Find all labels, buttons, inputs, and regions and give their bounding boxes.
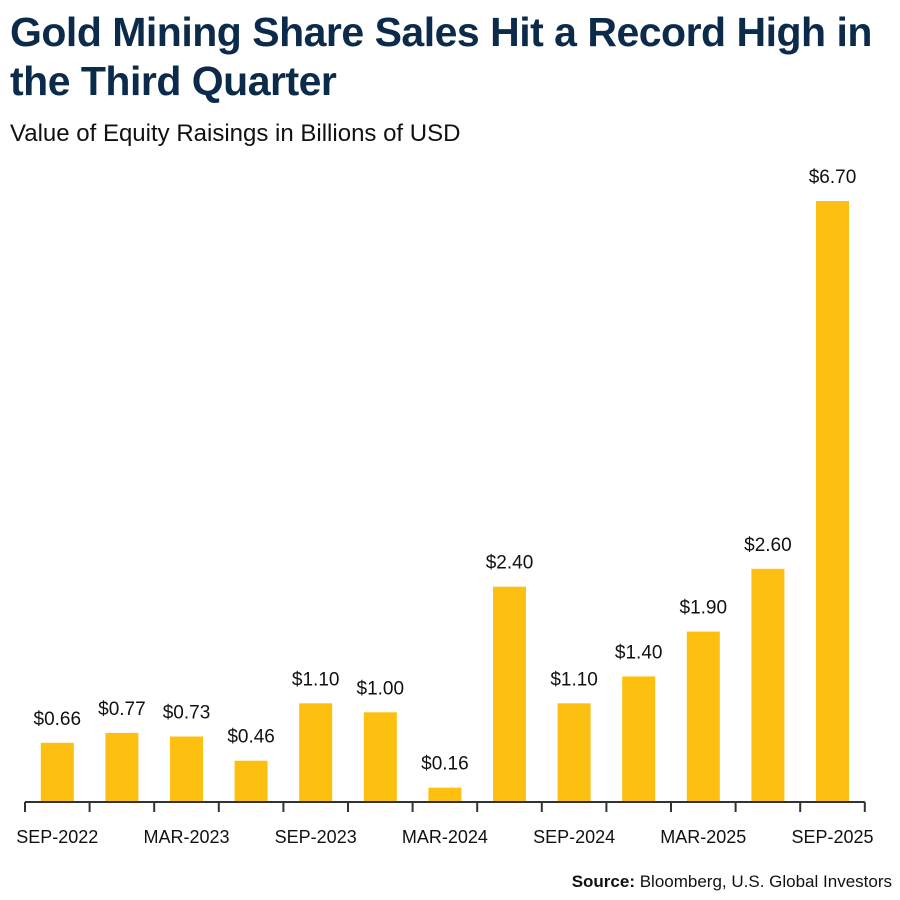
bar: [622, 676, 656, 802]
bar: [170, 736, 203, 802]
x-tick-label: MAR-2024: [402, 827, 488, 847]
x-tick-label: MAR-2025: [660, 827, 746, 847]
source-note: Source: Bloomberg, U.S. Global Investors: [572, 872, 892, 892]
bar: [234, 760, 268, 802]
data-label: $1.10: [292, 669, 340, 690]
x-tick-label: MAR-2023: [143, 827, 229, 847]
source-label: Source:: [571, 872, 635, 891]
bar: [363, 712, 397, 802]
data-label: $0.46: [227, 727, 275, 748]
x-tick-label: SEP-2025: [791, 827, 873, 847]
data-label: $0.16: [421, 754, 469, 775]
bar: [493, 586, 526, 802]
source-text: Bloomberg, U.S. Global Investors: [634, 872, 892, 891]
bar: [751, 568, 785, 802]
x-tick-label: SEP-2024: [533, 827, 615, 847]
bar: [686, 631, 720, 802]
x-tick-label: SEP-2023: [275, 827, 357, 847]
bar: [816, 201, 849, 802]
bar: [428, 787, 462, 802]
bar: [299, 703, 333, 802]
data-label: $1.00: [357, 678, 405, 699]
data-label: $0.73: [163, 703, 211, 724]
data-label: $2.40: [486, 553, 534, 574]
data-label: $2.60: [744, 535, 792, 556]
chart-title: Gold Mining Share Sales Hit a Record Hig…: [10, 9, 872, 104]
bar: [557, 703, 591, 802]
bar: [105, 732, 139, 802]
data-label: $1.90: [680, 598, 728, 619]
data-label: $0.66: [34, 709, 82, 730]
data-label: $6.70: [809, 167, 857, 188]
data-label: $1.40: [615, 642, 663, 663]
data-label: $1.10: [550, 669, 598, 690]
bar: [40, 742, 74, 802]
chart-subtitle: Value of Equity Raisings in Billions of …: [10, 120, 461, 147]
data-label: $0.77: [98, 699, 146, 720]
x-tick-label: SEP-2022: [16, 827, 98, 847]
